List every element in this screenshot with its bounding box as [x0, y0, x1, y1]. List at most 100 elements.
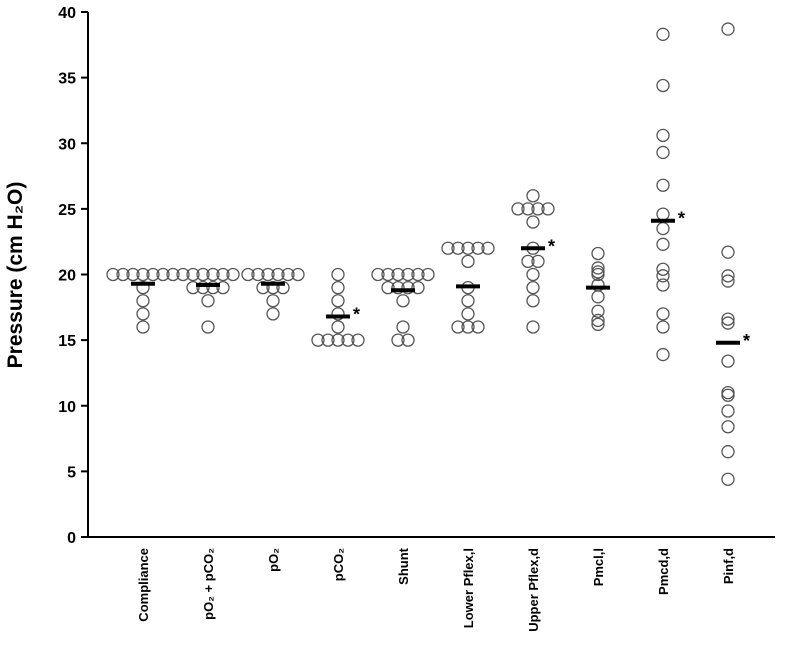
data-point — [526, 215, 540, 229]
data-point — [136, 320, 150, 334]
x-tick-label: Pmcd,d — [656, 548, 671, 595]
data-point — [126, 267, 140, 282]
data-point — [591, 267, 605, 282]
data-point — [656, 145, 670, 160]
data-point — [226, 267, 240, 282]
data-point — [391, 280, 405, 295]
data-point — [656, 320, 670, 334]
data-point — [721, 269, 735, 283]
data-point — [721, 354, 735, 368]
y-tick-label: 15 — [58, 333, 76, 350]
data-point — [591, 290, 605, 304]
data-point — [261, 267, 275, 282]
data-point — [251, 267, 265, 282]
data-point — [381, 267, 395, 282]
x-tick-label: Pinf,d — [721, 548, 736, 584]
data-point — [441, 241, 455, 255]
data-point — [216, 267, 230, 282]
data-point — [721, 274, 735, 288]
data-point — [526, 280, 540, 295]
data-point — [136, 294, 150, 308]
data-point — [656, 207, 670, 221]
data-point — [196, 267, 210, 282]
data-point — [656, 262, 670, 276]
data-point — [721, 420, 735, 434]
data-point — [656, 221, 670, 236]
data-point — [341, 333, 355, 347]
data-point — [511, 202, 525, 216]
data-point — [396, 294, 410, 308]
data-point — [146, 267, 160, 282]
significance-marker: * — [743, 331, 750, 351]
data-point — [136, 307, 150, 321]
data-point — [526, 294, 540, 308]
y-tick-label: 40 — [58, 5, 76, 22]
data-point — [391, 333, 405, 347]
data-point — [256, 280, 270, 295]
data-point — [266, 294, 280, 308]
y-tick-label: 5 — [67, 464, 76, 481]
data-point — [401, 333, 415, 347]
data-point — [201, 294, 215, 308]
significance-marker: * — [678, 209, 685, 229]
data-point — [526, 320, 540, 334]
data-point — [206, 267, 220, 282]
data-point — [461, 241, 475, 255]
y-tick-label: 35 — [58, 71, 76, 88]
data-point — [721, 245, 735, 259]
y-tick-label: 20 — [58, 268, 76, 285]
data-point — [461, 254, 475, 269]
data-point — [521, 202, 535, 216]
data-point — [656, 278, 670, 292]
data-point — [351, 333, 365, 347]
data-point — [471, 241, 485, 255]
y-axis-label: Pressure (cm H₂O) — [4, 182, 27, 369]
data-point — [331, 320, 345, 334]
data-point — [371, 267, 385, 282]
significance-marker: * — [548, 236, 555, 256]
data-point — [721, 22, 735, 36]
data-point — [721, 312, 735, 326]
data-point — [331, 333, 345, 347]
data-point — [721, 445, 735, 459]
x-tick-label: Compliance — [136, 548, 151, 622]
y-tick-label: 30 — [58, 136, 76, 153]
data-point — [526, 267, 540, 282]
data-point — [656, 27, 670, 41]
data-point — [531, 202, 545, 216]
data-point — [531, 254, 545, 269]
data-point — [471, 320, 485, 334]
x-tick-label: Lower Pflex,l — [461, 548, 476, 628]
data-point — [421, 267, 435, 282]
x-tick-label: Upper Pflex,d — [526, 548, 541, 632]
x-tick-label: Pmcl,l — [591, 548, 606, 586]
data-point — [411, 267, 425, 282]
y-tick-label: 25 — [58, 202, 76, 219]
data-point — [656, 128, 670, 143]
data-point — [591, 317, 605, 332]
data-point — [721, 472, 735, 486]
data-point — [526, 189, 540, 203]
data-point — [481, 241, 495, 255]
data-point — [391, 267, 405, 282]
data-point — [321, 333, 335, 347]
data-point — [271, 267, 285, 282]
data-point — [176, 267, 190, 282]
data-point — [521, 254, 535, 269]
significance-marker: * — [353, 305, 360, 325]
data-point — [311, 333, 325, 347]
data-point — [281, 267, 295, 282]
data-point — [241, 267, 255, 282]
data-point — [331, 294, 345, 308]
data-point — [401, 267, 415, 282]
data-point — [591, 313, 605, 328]
data-point — [656, 307, 670, 321]
data-point — [451, 320, 465, 334]
data-point — [411, 280, 425, 295]
data-point — [196, 280, 210, 295]
data-point — [206, 280, 220, 295]
data-point — [656, 78, 670, 93]
data-point — [591, 304, 605, 318]
data-point — [116, 267, 130, 282]
